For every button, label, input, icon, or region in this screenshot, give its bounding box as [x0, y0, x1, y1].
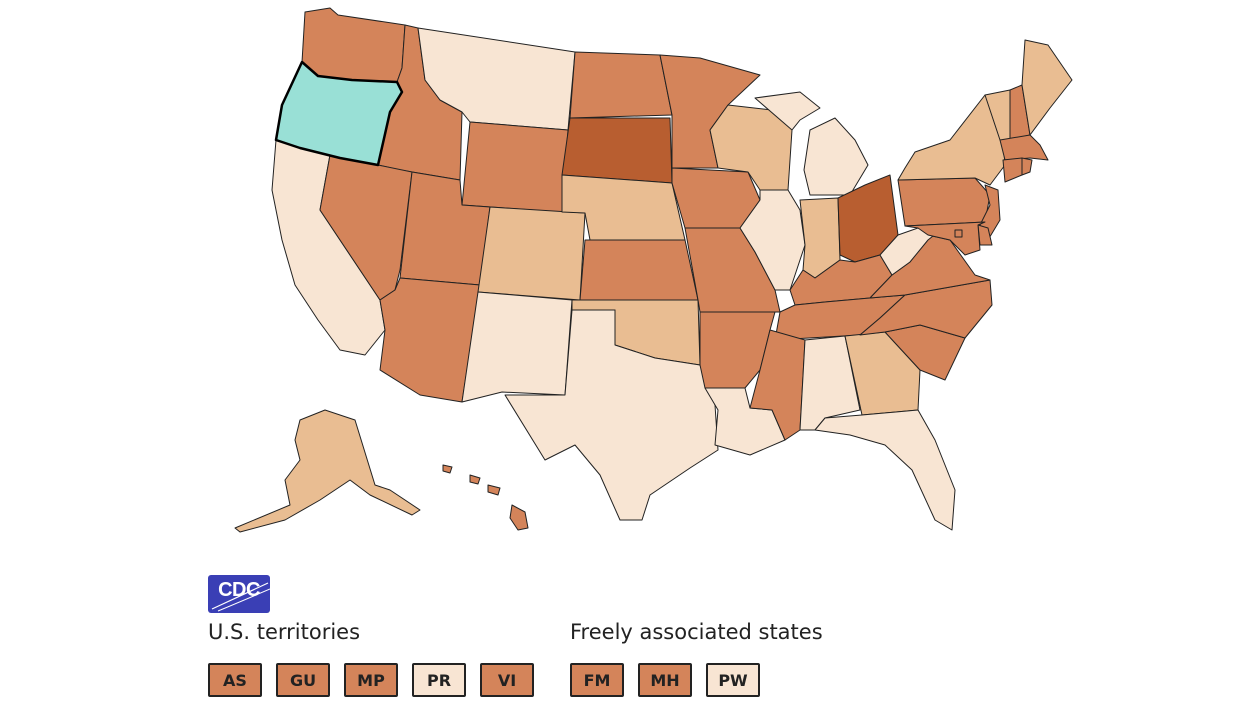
- chip-pw[interactable]: PW: [706, 663, 760, 697]
- state-nv[interactable]: [319, 154, 413, 301]
- state-pa[interactable]: [897, 177, 991, 227]
- freely-associated-heading: Freely associated states: [570, 620, 823, 644]
- state-ar[interactable]: [699, 311, 776, 389]
- state-wy[interactable]: [461, 121, 569, 213]
- state-nd[interactable]: [569, 51, 673, 119]
- chip-fm[interactable]: FM: [570, 663, 624, 697]
- state-wa[interactable]: [301, 7, 406, 83]
- state-ny[interactable]: [897, 94, 1006, 186]
- territories-row: AS GU MP PR VI: [208, 663, 534, 697]
- chip-mh[interactable]: MH: [638, 663, 692, 697]
- freely-associated-row: FM MH PW: [570, 663, 760, 697]
- state-dc[interactable]: [954, 229, 963, 238]
- state-ct[interactable]: [1002, 157, 1023, 183]
- swoosh-icon: [211, 582, 270, 612]
- state-il[interactable]: [739, 189, 806, 291]
- state-md[interactable]: [904, 221, 986, 256]
- chip-pr[interactable]: PR: [412, 663, 466, 697]
- logo-text: CDC: [218, 579, 260, 601]
- state-co[interactable]: [477, 206, 586, 301]
- state-ks[interactable]: [579, 239, 699, 301]
- chip-gu[interactable]: GU: [276, 663, 330, 697]
- state-or[interactable]: [274, 60, 404, 167]
- state-fl[interactable]: [814, 409, 956, 531]
- state-me[interactable]: [1021, 39, 1073, 136]
- chip-mp[interactable]: MP: [344, 663, 398, 697]
- state-tx[interactable]: [504, 309, 719, 521]
- chip-as[interactable]: AS: [208, 663, 262, 697]
- state-mi[interactable]: [754, 91, 869, 196]
- state-nm[interactable]: [461, 291, 573, 403]
- chip-vi[interactable]: VI: [480, 663, 534, 697]
- territories-heading: U.S. territories: [208, 620, 361, 644]
- state-ma[interactable]: [999, 134, 1049, 161]
- cdc-logo: CDC: [208, 575, 270, 613]
- state-ri[interactable]: [1021, 157, 1033, 176]
- state-ak[interactable]: [234, 409, 421, 533]
- state-hi[interactable]: [442, 464, 529, 531]
- state-sd[interactable]: [561, 117, 673, 184]
